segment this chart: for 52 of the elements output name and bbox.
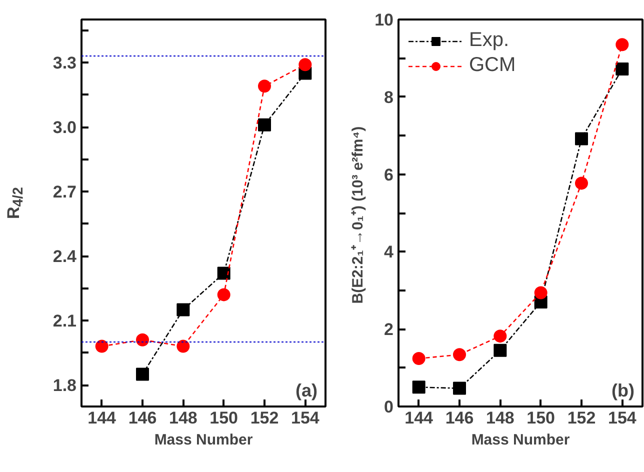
x-tick-label: 150 — [210, 408, 238, 428]
y-tick-label: 2 — [384, 320, 394, 340]
x-axis-title: Mass Number — [154, 432, 253, 448]
x-tick-label: 146 — [445, 408, 474, 428]
x-tick-label: 154 — [608, 408, 637, 428]
point — [575, 132, 588, 146]
y-tick-label: 0 — [384, 398, 394, 416]
point — [176, 340, 190, 353]
point — [258, 118, 271, 132]
x-tick-label: 152 — [567, 408, 596, 428]
point — [298, 58, 312, 72]
x-tick-label: 154 — [290, 408, 320, 428]
y-axis-title: B(E2:2₁⁺→0₁⁺) (10³ e²fm⁴) — [350, 126, 367, 304]
point — [616, 38, 629, 52]
point — [136, 368, 149, 381]
point — [412, 352, 426, 365]
annotation: (b) — [612, 380, 635, 400]
y-tick-label: 4 — [384, 242, 394, 262]
x-tick-label: 148 — [486, 408, 514, 428]
x-tick-label: 146 — [128, 408, 157, 428]
point — [217, 266, 230, 280]
point — [575, 176, 588, 190]
point — [412, 380, 426, 394]
point — [453, 382, 466, 395]
x-tick-label: 150 — [526, 408, 556, 428]
point — [176, 303, 190, 316]
y-tick-label: 2.4 — [52, 247, 78, 266]
y-tick-label: 1.8 — [52, 376, 77, 395]
annotation: (a) — [296, 380, 318, 400]
point — [494, 344, 507, 357]
point — [494, 330, 507, 343]
x-tick-label: 148 — [168, 408, 198, 428]
x-axis-title: Mass Number — [471, 432, 570, 448]
point — [616, 62, 629, 76]
y-tick-label: 6 — [384, 165, 394, 184]
point — [453, 348, 466, 362]
y-tick-label: 3.3 — [52, 54, 77, 72]
point — [258, 80, 271, 93]
y-tick-label: 2.7 — [52, 182, 77, 202]
y-tick-label: 8 — [384, 88, 394, 107]
point — [534, 286, 548, 300]
y-tick-label: 3.0 — [52, 118, 77, 137]
y-tick-label: 2.1 — [52, 312, 77, 330]
point — [217, 288, 230, 302]
x-tick-label: 152 — [250, 408, 279, 428]
legend-label: Exp. — [469, 29, 510, 52]
legend-label: GCM — [469, 54, 516, 77]
y-tick-label: 10 — [374, 10, 394, 30]
x-tick-label: 144 — [404, 408, 434, 428]
point — [136, 333, 149, 346]
x-tick-label: 144 — [88, 408, 117, 428]
point — [95, 340, 108, 353]
